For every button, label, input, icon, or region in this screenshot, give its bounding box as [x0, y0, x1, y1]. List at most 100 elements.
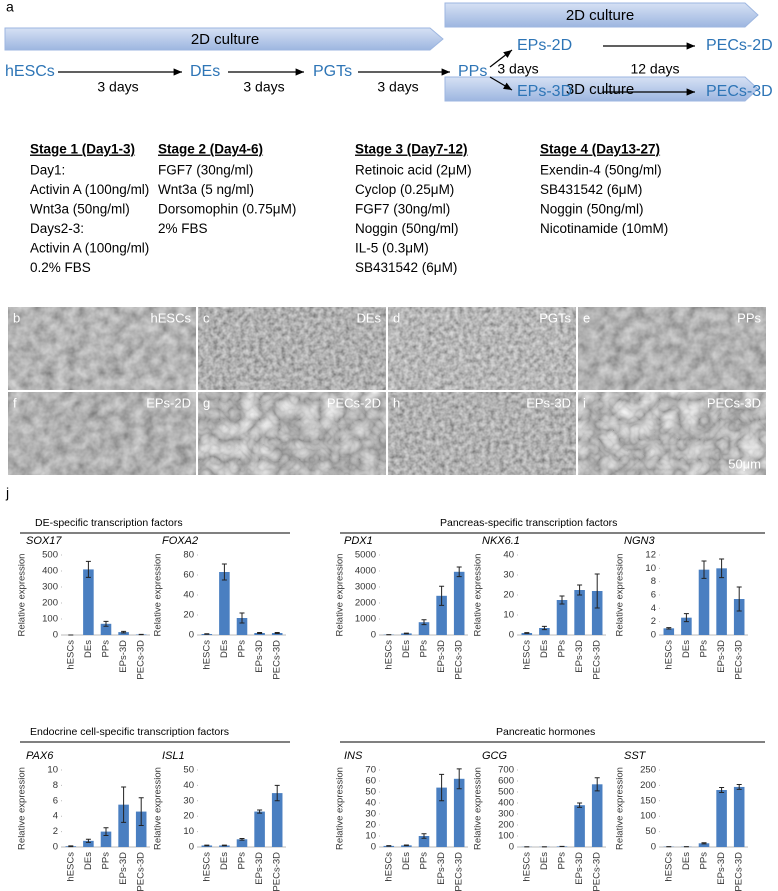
y-tick-label: 0	[371, 842, 376, 853]
x-tick-label: PECs-3D	[454, 640, 465, 680]
x-tick-label: PPs	[419, 852, 430, 870]
scale-label: 50μm	[728, 456, 761, 471]
stage-line: FGF7 (30ng/ml)	[355, 202, 450, 217]
node: PECs-3D	[706, 83, 773, 100]
x-tick-label: PECs-3D	[136, 852, 147, 891]
error-bar	[541, 625, 547, 631]
error-bar	[257, 809, 263, 814]
x-tick-label: PPs	[101, 640, 112, 658]
x-tick-label: hESCs	[383, 852, 394, 882]
node: PPs	[458, 63, 487, 80]
stage-line: FGF7 (30ng/ml)	[158, 163, 253, 178]
stage-line: Activin A (100ng/ml)	[30, 241, 149, 256]
error-bar	[439, 585, 445, 606]
y-tick-label: 8	[651, 576, 656, 587]
y-tick-label: 50	[183, 765, 194, 776]
micrograph-label: EPs-2D	[146, 395, 191, 410]
error-bar	[421, 833, 427, 839]
stage-line: Noggin (50ng/ml)	[540, 202, 644, 217]
bar	[135, 811, 147, 847]
micrograph-label: DEs	[356, 310, 381, 325]
error-bar	[85, 560, 91, 578]
bar	[271, 793, 283, 847]
y-tick-label: 20	[503, 590, 514, 601]
y-tick-label: 10	[47, 765, 58, 776]
chart-title: NGN3	[624, 535, 655, 547]
y-tick-label: 500	[498, 787, 514, 798]
micrograph-label: EPs-3D	[526, 395, 571, 410]
error-bar	[666, 627, 672, 630]
y-axis-label: Relative expression	[615, 767, 626, 850]
bar	[83, 840, 94, 847]
y-axis-label: Relative expression	[473, 767, 484, 850]
bar	[681, 617, 692, 635]
y-tick-label: 200	[498, 820, 514, 831]
banner-label: 2D culture	[566, 7, 634, 24]
y-axis-label: Relative expression	[473, 554, 484, 637]
x-tick-label: DEs	[401, 852, 412, 870]
y-tick-label: 20	[183, 811, 194, 822]
error-bar	[439, 773, 445, 802]
y-tick-label: 200	[42, 598, 58, 609]
x-tick-label: EPs-3D	[574, 640, 585, 673]
arrow	[489, 49, 513, 68]
y-axis-label: Relative expression	[17, 767, 28, 850]
y-tick-label: 20	[183, 610, 194, 621]
micrograph-texture	[198, 392, 386, 475]
x-tick-label: PECs-3D	[136, 640, 147, 680]
micrograph-texture	[388, 392, 576, 475]
error-bar	[719, 787, 725, 793]
bar	[591, 591, 603, 635]
group-title: Endocrine cell-specific transcription fa…	[30, 726, 229, 738]
x-tick-label: hESCs	[383, 640, 394, 670]
error-bar	[103, 827, 109, 836]
error-bar	[524, 632, 530, 634]
edge-label: 3 days	[377, 79, 418, 95]
chart-title: ISL1	[162, 750, 185, 762]
x-tick-label: PECs-3D	[734, 640, 745, 680]
bar	[733, 599, 745, 635]
bar	[663, 628, 675, 635]
error-bar	[594, 777, 600, 792]
y-tick-label: 2	[53, 826, 58, 837]
micrograph-label: PPs	[737, 310, 761, 325]
node: DEs	[190, 63, 220, 80]
y-tick-label: 0	[509, 842, 514, 853]
error-bar	[594, 573, 600, 609]
chart-title: PAX6	[26, 750, 54, 762]
y-tick-label: 40	[503, 550, 514, 561]
x-tick-label: PPs	[699, 640, 710, 658]
micrograph-letter: e	[583, 310, 590, 325]
y-tick-label: 60	[183, 570, 194, 581]
x-tick-label: EPs-3D	[118, 852, 129, 885]
y-tick-label: 6	[651, 590, 656, 601]
bar	[574, 590, 585, 635]
stage-title: Stage 4 (Day13-27)	[540, 142, 660, 157]
error-bar	[577, 802, 583, 808]
error-bar	[138, 797, 144, 826]
bar	[83, 569, 94, 635]
x-tick-label: PECs-3D	[734, 852, 745, 891]
y-tick-label: 2	[651, 616, 656, 627]
y-tick-label: 100	[640, 811, 656, 822]
stage-line: Days2-3:	[30, 221, 84, 236]
y-axis-label: Relative expression	[615, 554, 626, 637]
y-tick-label: 400	[42, 566, 58, 577]
stage-line: SB431542 (6μM)	[355, 260, 457, 275]
chart-title: NKX6.1	[482, 535, 520, 547]
y-tick-label: 4	[651, 603, 656, 614]
x-tick-label: hESCs	[663, 640, 674, 670]
x-tick-label: EPs-3D	[254, 852, 265, 885]
x-tick-label: DEs	[539, 640, 550, 658]
x-tick-label: EPs-3D	[716, 852, 727, 885]
stage-line: 0.2% FBS	[30, 260, 91, 275]
x-tick-label: PECs-3D	[454, 852, 465, 891]
bar	[236, 839, 248, 847]
stage-title: Stage 2 (Day4-6)	[158, 142, 263, 157]
y-tick-label: 10	[183, 826, 194, 837]
error-bar	[421, 619, 427, 626]
chart-title: GCG	[482, 750, 508, 762]
y-tick-label: 10	[645, 563, 656, 574]
x-tick-label: hESCs	[201, 852, 212, 882]
